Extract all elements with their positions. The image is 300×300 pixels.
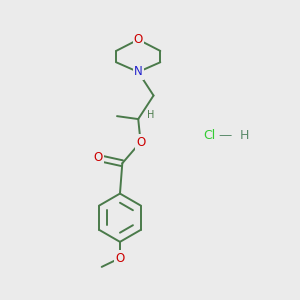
- Text: Cl: Cl: [203, 129, 215, 142]
- Text: —: —: [218, 129, 232, 142]
- Text: H: H: [147, 110, 154, 120]
- Text: N: N: [134, 65, 142, 79]
- Text: O: O: [115, 252, 124, 265]
- Text: O: O: [136, 136, 145, 148]
- Text: O: O: [134, 33, 143, 46]
- Text: O: O: [94, 152, 103, 164]
- Text: H: H: [240, 129, 249, 142]
